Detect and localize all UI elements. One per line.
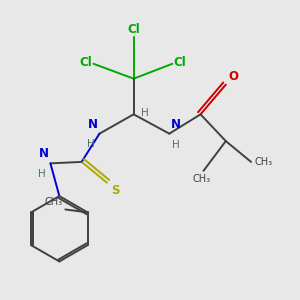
Text: H: H bbox=[38, 169, 45, 179]
Text: N: N bbox=[171, 118, 181, 131]
Text: CH₃: CH₃ bbox=[44, 197, 62, 207]
Text: H: H bbox=[172, 140, 179, 150]
Text: H: H bbox=[141, 108, 149, 118]
Text: O: O bbox=[229, 70, 239, 83]
Text: Cl: Cl bbox=[79, 56, 92, 69]
Text: N: N bbox=[88, 118, 98, 131]
Text: CH₃: CH₃ bbox=[193, 174, 211, 184]
Text: CH₃: CH₃ bbox=[254, 157, 272, 167]
Text: Cl: Cl bbox=[174, 56, 187, 69]
Text: S: S bbox=[111, 184, 120, 197]
Text: Cl: Cl bbox=[127, 22, 140, 36]
Text: H: H bbox=[87, 139, 94, 149]
Text: N: N bbox=[39, 147, 49, 161]
